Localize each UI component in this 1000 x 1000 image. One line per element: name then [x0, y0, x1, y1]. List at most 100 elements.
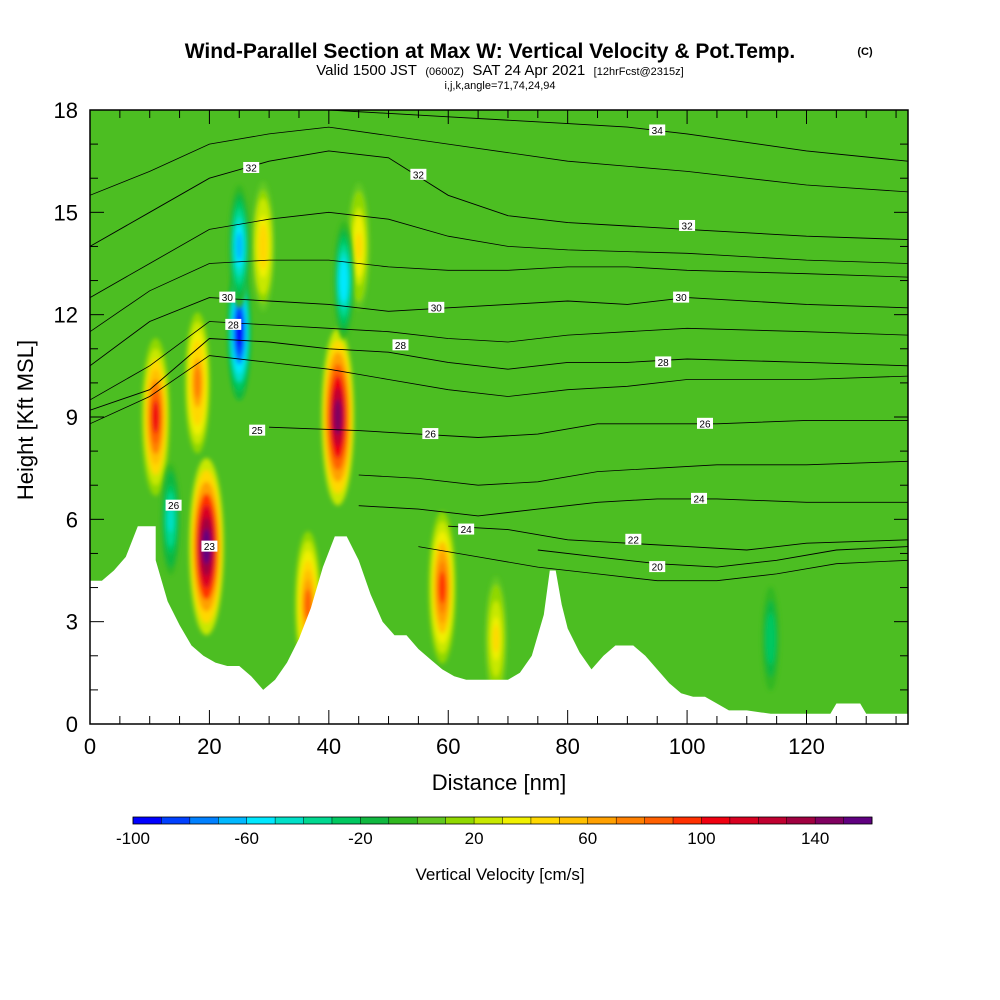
plot-area: 34 32 32 32 30 30 30 28 28 28 26 26 25 26 23 24 24 22 20	[90, 110, 908, 724]
contour-label: 20	[649, 561, 666, 574]
contour-label: 30	[428, 301, 445, 314]
contour-label: 34	[649, 124, 666, 137]
y-tick-label: 18	[54, 98, 78, 123]
valid-date: SAT 24 Apr 2021	[472, 62, 585, 79]
contour-label: 30	[219, 291, 236, 304]
chart-title: Wind-Parallel Section at Max W: Vertical…	[185, 40, 796, 63]
colorbar-swatch	[701, 817, 731, 824]
colorbar-swatch	[644, 817, 674, 824]
colorbar-swatch	[360, 817, 390, 824]
downdraft-cell	[228, 185, 250, 308]
velocity-level	[333, 399, 342, 435]
contour-label-bg	[679, 219, 696, 231]
downdraft-cell	[333, 221, 354, 340]
theta-contour	[90, 126, 908, 196]
theta-contour-20	[537, 546, 908, 568]
colorbar-swatch	[246, 817, 276, 824]
velocity-level	[259, 231, 267, 261]
x-tick-label: 40	[317, 734, 341, 759]
updraft-cell	[251, 181, 275, 312]
contour-label-text: 22	[628, 535, 640, 546]
contour-label-text: 30	[222, 293, 234, 304]
velocity-level	[193, 367, 201, 399]
y-tick-label: 9	[66, 405, 78, 430]
colorbar-swatch	[786, 817, 816, 824]
contour-label-bg	[219, 291, 236, 303]
colorbar-swatch	[474, 817, 503, 824]
contour-label-bg	[422, 428, 439, 440]
colorbar-swatch	[218, 817, 247, 824]
y-tick-label: 3	[66, 610, 78, 635]
contour-label-bg	[458, 523, 475, 535]
velocity-level	[340, 266, 347, 295]
title-copyright-mark: (C)	[857, 46, 873, 58]
contour-label-text: 30	[676, 293, 688, 304]
updraft-cell	[321, 328, 355, 506]
y-tick-label: 15	[54, 200, 78, 225]
colorbar-label: Vertical Velocity [cm/s]	[415, 865, 584, 884]
colorbar-swatch	[673, 817, 702, 824]
colorbar-swatch	[189, 817, 219, 824]
velocity-level	[151, 400, 160, 434]
velocity-level	[767, 626, 774, 652]
colorbar-swatch	[729, 817, 759, 824]
colorbar-swatch	[303, 817, 333, 824]
theta-contour	[90, 321, 908, 401]
contour-label: 28	[392, 339, 409, 352]
contour-label-bg	[410, 168, 427, 180]
velocity-level	[355, 232, 362, 261]
contour-label-text: 28	[658, 358, 670, 369]
contour-label: 28	[655, 356, 672, 369]
valid-time: Valid 1500 JST	[316, 62, 417, 79]
contour-label-bg	[649, 124, 666, 136]
valid-utc: (0600Z)	[425, 66, 464, 78]
colorbar-swatch	[616, 817, 645, 824]
updraft-cell	[185, 312, 210, 454]
contour-label: 26	[422, 428, 439, 441]
x-tick-label: 120	[788, 734, 825, 759]
contour-label-text: 28	[395, 341, 407, 352]
colorbar-tick-label: 20	[465, 829, 484, 848]
contour-label-text: 26	[168, 501, 180, 512]
colorbar-swatch	[758, 817, 788, 824]
y-tick-label: 0	[66, 712, 78, 737]
theta-contour	[90, 355, 908, 425]
contour-label-text: 23	[204, 542, 216, 553]
contour-label-text: 32	[246, 163, 258, 174]
theta-contour	[90, 259, 908, 333]
updraft-cell	[485, 576, 507, 702]
x-axis: 0 20 40 60 80 100 120	[84, 110, 897, 759]
y-axis: 0 3 6 9 12 15 18	[54, 98, 908, 737]
contour-label-bg	[249, 424, 266, 436]
contour-label: 32	[410, 168, 427, 181]
contour-label-bg	[691, 492, 708, 504]
contour-label-text: 32	[682, 221, 694, 232]
contour-label: 26	[696, 417, 713, 430]
forecast-label: [12hrFcst@2315z]	[594, 66, 684, 78]
colorbar-swatch	[559, 817, 589, 824]
colorbar: -100 -60 -20 20 60 100 140	[116, 816, 873, 848]
potential-temperature-contours	[90, 110, 908, 582]
contour-label: 32	[679, 219, 696, 232]
theta-contour	[358, 460, 908, 486]
colorbar-swatch	[502, 817, 532, 824]
updraft-cell	[141, 338, 170, 496]
velocity-level	[438, 571, 446, 604]
contour-label-bg	[649, 561, 666, 573]
contour-label-bg	[165, 499, 182, 511]
colorbar-swatch	[133, 817, 162, 824]
colorbar-tick-label: -100	[116, 829, 150, 848]
downdraft-cell	[761, 586, 780, 691]
contour-label: 22	[625, 533, 642, 546]
contour-label: 25	[249, 424, 266, 437]
velocity-level	[236, 232, 243, 261]
contour-label-bg	[201, 540, 218, 552]
colorbar-swatch	[530, 817, 560, 824]
theta-contour	[418, 546, 908, 582]
colorbar-tick-label: -20	[348, 829, 373, 848]
theta-contour-28	[90, 338, 908, 411]
contour-labels: 34 32 32 32 30 30 30 28 28 28 26 26 25 26 23 24 24 22 20	[165, 124, 713, 574]
theta-contour	[90, 211, 908, 298]
contour-label-bg	[225, 318, 242, 330]
